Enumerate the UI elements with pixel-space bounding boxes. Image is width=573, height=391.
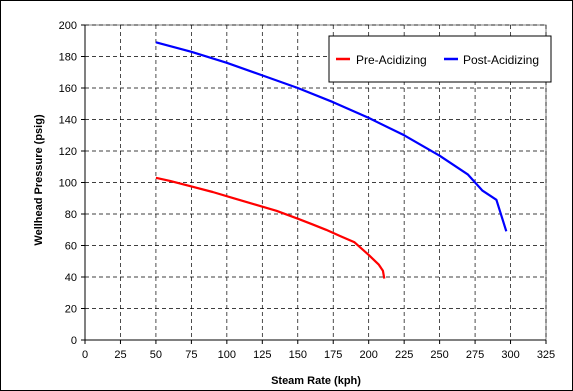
x-tick-label-25: 25 [114, 349, 126, 361]
y-tick-label-80: 80 [65, 209, 77, 221]
x-tick-label-250: 250 [430, 349, 448, 361]
legend-box [328, 35, 552, 83]
x-tick-label-325: 325 [537, 349, 555, 361]
legend: Pre-Acidizing Post-Acidizing [328, 35, 552, 83]
y-tick-label-120: 120 [59, 146, 77, 158]
x-tick-label-300: 300 [501, 349, 519, 361]
x-axis-ticks: 0 25 50 75 100 125 150 175 200 225 250 275 300 325 [82, 340, 555, 361]
series-line-pre-acidizing [155, 176, 386, 279]
x-tick-label-50: 50 [150, 349, 162, 361]
x-tick-label-125: 125 [253, 349, 271, 361]
series-lines [155, 41, 508, 279]
y-axis-title: Wellhead Pressure (psig) [33, 114, 45, 246]
y-tick-label-60: 60 [65, 241, 77, 253]
x-tick-label-100: 100 [218, 349, 236, 361]
y-tick-label-180: 180 [59, 52, 77, 64]
x-tick-label-75: 75 [185, 349, 197, 361]
y-tick-label-200: 200 [59, 20, 77, 32]
legend-label-post-acidizing: Post-Acidizing [463, 53, 539, 67]
y-tick-label-20: 20 [65, 304, 77, 316]
x-tick-label-200: 200 [360, 349, 378, 361]
series-line-post-acidizing [155, 41, 508, 232]
legend-label-pre-acidizing: Pre-Acidizing [356, 53, 427, 67]
y-tick-label-40: 40 [65, 272, 77, 284]
x-axis-title: Steam Rate (kph) [271, 375, 361, 387]
x-tick-label-275: 275 [466, 349, 484, 361]
x-tick-label-0: 0 [82, 349, 88, 361]
y-axis-ticks: 0 20 40 60 80 100 120 140 160 180 200 [59, 20, 85, 347]
y-tick-label-100: 100 [59, 178, 77, 190]
y-tick-label-140: 140 [59, 115, 77, 127]
x-tick-label-150: 150 [289, 349, 307, 361]
grid-lines [85, 24, 547, 340]
x-tick-label-175: 175 [324, 349, 342, 361]
y-tick-label-0: 0 [71, 335, 77, 347]
x-tick-label-225: 225 [395, 349, 413, 361]
y-tick-label-160: 160 [59, 83, 77, 95]
